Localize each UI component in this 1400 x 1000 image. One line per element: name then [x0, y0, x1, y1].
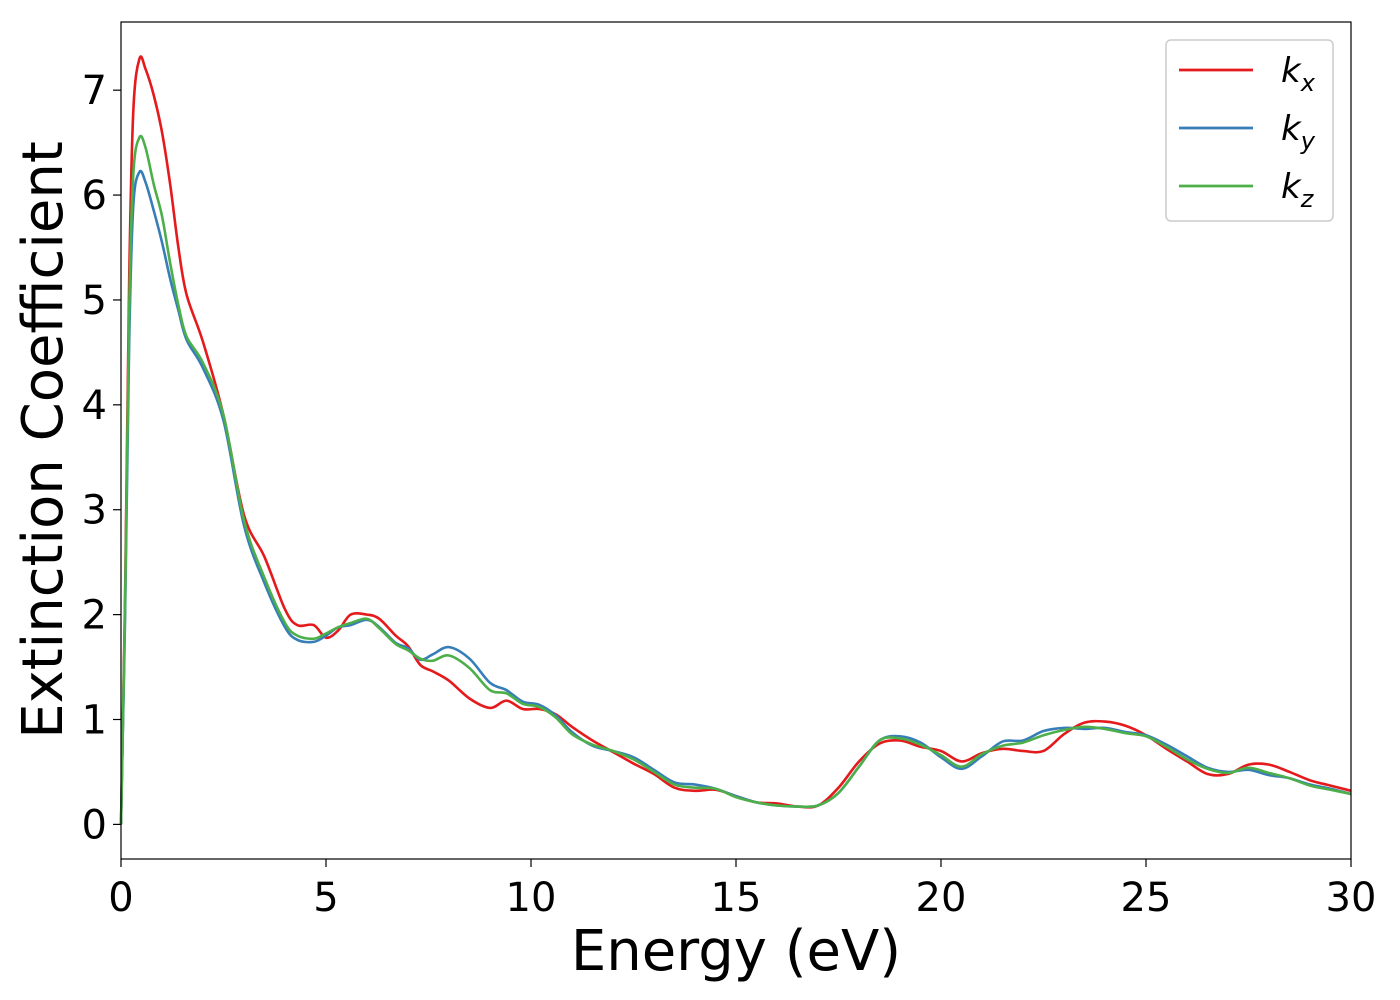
x-tick-label: 20 [916, 875, 967, 921]
y-tick-label: 1 [82, 698, 107, 744]
x-axis-title: Energy (eV) [571, 919, 901, 984]
x-tick-label: 10 [506, 875, 557, 921]
legend-label-z: kz [1281, 167, 1315, 213]
y-axis-title: Extinction Coefficient [11, 141, 76, 739]
x-tick-label: 15 [711, 875, 762, 921]
y-tick-label: 6 [82, 173, 107, 219]
y-tick-label: 2 [82, 593, 107, 639]
y-tick-label: 3 [82, 488, 107, 534]
x-axis: 0 5 10 15 20 25 30 [108, 859, 1376, 921]
series-line-k-x [119, 55, 1352, 825]
x-tick-label: 30 [1326, 875, 1377, 921]
y-tick-label: 0 [82, 802, 107, 848]
y-tick-label: 7 [82, 68, 107, 114]
legend-box [1165, 39, 1334, 222]
y-tick-label: 4 [82, 383, 107, 429]
series-line-k-z [119, 134, 1352, 825]
y-axis: 0 1 2 3 4 5 6 7 [82, 68, 121, 848]
x-tick-label: 25 [1121, 875, 1172, 921]
y-tick-label: 5 [82, 278, 107, 324]
x-tick-label: 0 [108, 875, 133, 921]
legend: kx ky kz [1165, 39, 1334, 222]
series-layer [119, 55, 1352, 825]
x-tick-label: 5 [313, 875, 338, 921]
legend-label-y: ky [1281, 109, 1316, 155]
legend-label-x: kx [1281, 51, 1316, 97]
